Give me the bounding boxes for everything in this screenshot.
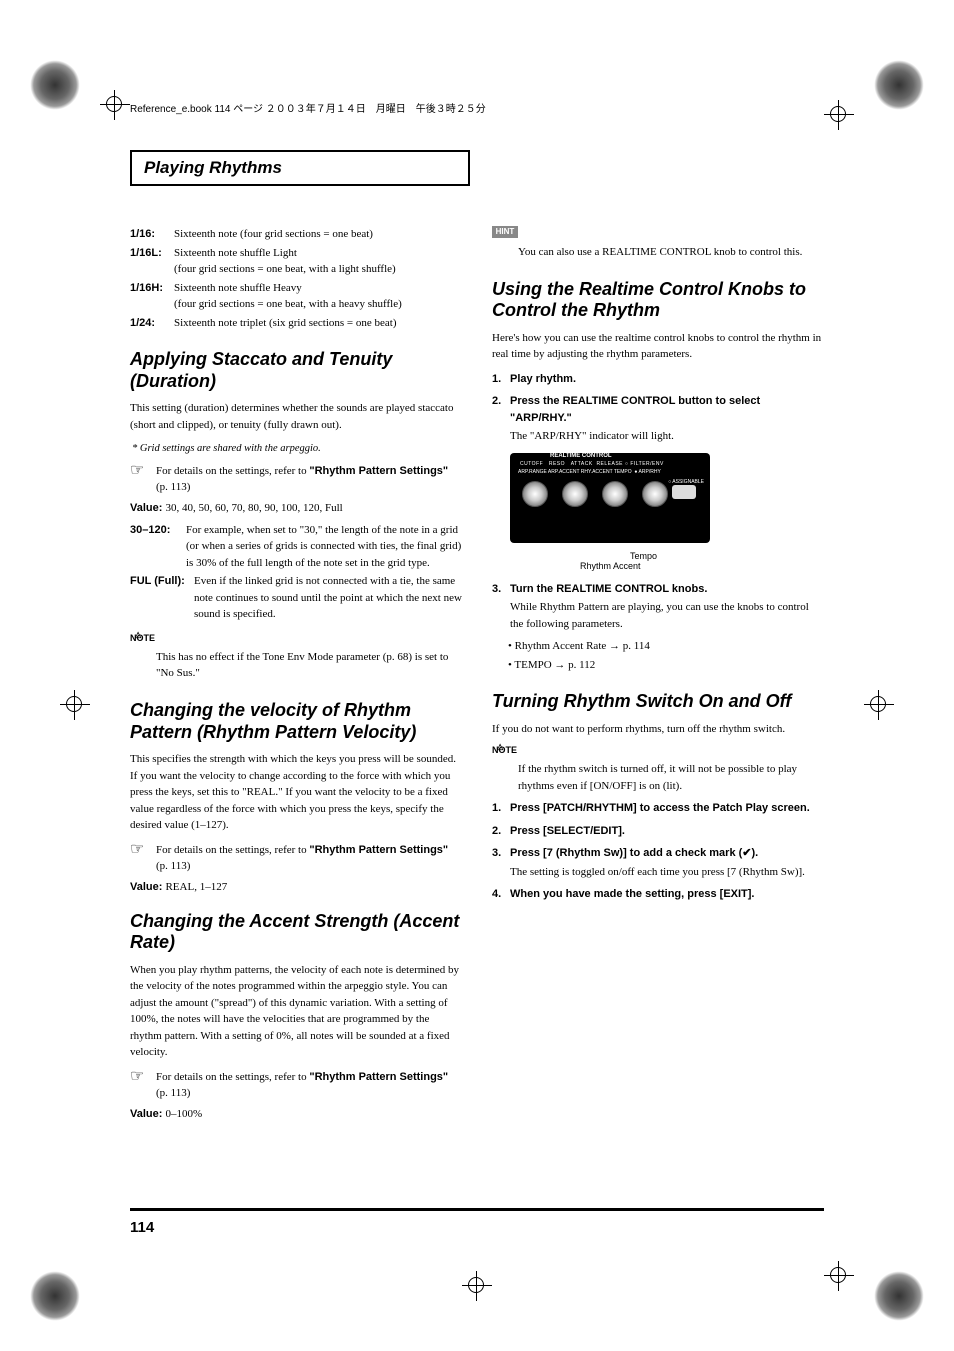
def-val: Even if the linked grid is not connected… bbox=[194, 573, 462, 623]
bullet-item: • TEMPO → p. 112 bbox=[492, 657, 824, 674]
step-number: 1. bbox=[492, 800, 510, 817]
step-title: Press [SELECT/EDIT]. bbox=[510, 823, 824, 840]
section-heading: Changing the velocity of Rhythm Pattern … bbox=[130, 700, 462, 743]
grid-key: 1/16L: bbox=[130, 245, 174, 278]
step-title: Press the REALTIME CONTROL button to sel… bbox=[510, 393, 824, 426]
left-column: 1/16:Sixteenth note (four grid sections … bbox=[130, 226, 462, 1128]
note-icon: NOTE bbox=[492, 745, 518, 755]
hint-text: You can also use a REALTIME CONTROL knob… bbox=[518, 244, 824, 261]
step-number: 3. bbox=[492, 581, 510, 633]
crop-mark-tr bbox=[874, 60, 924, 110]
crop-mark-br bbox=[874, 1271, 924, 1321]
body-text: This specifies the strength with which t… bbox=[130, 751, 462, 834]
footer-rule bbox=[130, 1208, 824, 1211]
value-line: Value: 0–100% bbox=[130, 1108, 462, 1120]
step-number: 4. bbox=[492, 886, 510, 903]
reference-text: For details on the settings, refer to "R… bbox=[156, 1069, 462, 1102]
note-icon: NOTE bbox=[130, 633, 156, 643]
body-text: When you play rhythm patterns, the veloc… bbox=[130, 962, 462, 1061]
step-text: The setting is toggled on/off each time … bbox=[510, 864, 824, 881]
def-key: FUL (Full): bbox=[130, 573, 194, 623]
registration-mark-left bbox=[60, 690, 90, 720]
section-heading: Turning Rhythm Switch On and Off bbox=[492, 691, 824, 713]
body-text: This setting (duration) determines wheth… bbox=[130, 400, 462, 433]
step-number: 2. bbox=[492, 823, 510, 840]
def-val: For example, when set to "30," the lengt… bbox=[186, 522, 462, 572]
chapter-title-box: Playing Rhythms bbox=[130, 150, 470, 186]
grid-key: 1/24: bbox=[130, 315, 174, 332]
registration-mark-tr bbox=[824, 100, 854, 130]
bullet-item: • Rhythm Accent Rate → p. 114 bbox=[492, 638, 824, 655]
section-heading: Applying Staccato and Tenuity (Duration) bbox=[130, 349, 462, 392]
step-text: While Rhythm Pattern are playing, you ca… bbox=[510, 599, 824, 632]
step-number: 2. bbox=[492, 393, 510, 445]
grid-key: 1/16H: bbox=[130, 280, 174, 313]
hint-icon: HINT bbox=[492, 226, 518, 238]
pointer-icon: ☞ bbox=[130, 463, 156, 479]
registration-mark-bottom bbox=[462, 1271, 492, 1301]
grid-val: Sixteenth note shuffle Light(four grid s… bbox=[174, 245, 462, 278]
step-text: The "ARP/RHY" indicator will light. bbox=[510, 428, 824, 445]
body-text: If you do not want to perform rhythms, t… bbox=[492, 721, 824, 738]
note-text: This has no effect if the Tone Env Mode … bbox=[156, 649, 462, 682]
grid-key: 1/16: bbox=[130, 226, 174, 243]
crop-mark-tl bbox=[30, 60, 80, 110]
step-title: Turn the REALTIME CONTROL knobs. bbox=[510, 581, 824, 598]
image-callout: Tempo Rhythm Accent bbox=[510, 551, 824, 571]
pointer-icon: ☞ bbox=[130, 1069, 156, 1085]
section-heading: Changing the Accent Strength (Accent Rat… bbox=[130, 911, 462, 954]
right-column: HINT You can also use a REALTIME CONTROL… bbox=[492, 226, 824, 1128]
note-text: If the rhythm switch is turned off, it w… bbox=[518, 761, 824, 794]
step-title: Press [PATCH/RHYTHM] to access the Patch… bbox=[510, 800, 824, 817]
page-content: Playing Rhythms 1/16:Sixteenth note (fou… bbox=[130, 150, 824, 1128]
section-heading: Using the Realtime Control Knobs to Cont… bbox=[492, 279, 824, 322]
grid-val: Sixteenth note shuffle Heavy(four grid s… bbox=[174, 280, 462, 313]
crop-mark-bl bbox=[30, 1271, 80, 1321]
def-key: 30–120: bbox=[130, 522, 186, 572]
reference-text: For details on the settings, refer to "R… bbox=[156, 463, 462, 496]
step-number: 1. bbox=[492, 371, 510, 388]
pointer-icon: ☞ bbox=[130, 842, 156, 858]
registration-mark-top bbox=[100, 90, 130, 120]
footnote: * Grid settings are shared with the arpe… bbox=[130, 441, 462, 457]
chapter-title: Playing Rhythms bbox=[144, 158, 456, 178]
reference-text: For details on the settings, refer to "R… bbox=[156, 842, 462, 875]
book-header-line: Reference_e.book 114 ページ ２００３年７月１４日 月曜日 … bbox=[130, 100, 486, 115]
step-title: Press [7 (Rhythm Sw)] to add a check mar… bbox=[510, 845, 824, 862]
registration-mark-right bbox=[864, 690, 894, 720]
realtime-control-image: REALTIME CONTROL CUTOFF RESO ATTACK RELE… bbox=[510, 453, 710, 543]
step-title: Play rhythm. bbox=[510, 371, 824, 388]
grid-val: Sixteenth note triplet (six grid section… bbox=[174, 315, 462, 332]
step-title: When you have made the setting, press [E… bbox=[510, 886, 824, 903]
grid-val: Sixteenth note (four grid sections = one… bbox=[174, 226, 462, 243]
page-number: 114 bbox=[130, 1219, 154, 1236]
value-line: Value: REAL, 1–127 bbox=[130, 881, 462, 893]
step-number: 3. bbox=[492, 845, 510, 880]
value-line: Value: 30, 40, 50, 60, 70, 80, 90, 100, … bbox=[130, 502, 462, 514]
registration-mark-br2 bbox=[824, 1261, 854, 1291]
body-text: Here's how you can use the realtime cont… bbox=[492, 330, 824, 363]
